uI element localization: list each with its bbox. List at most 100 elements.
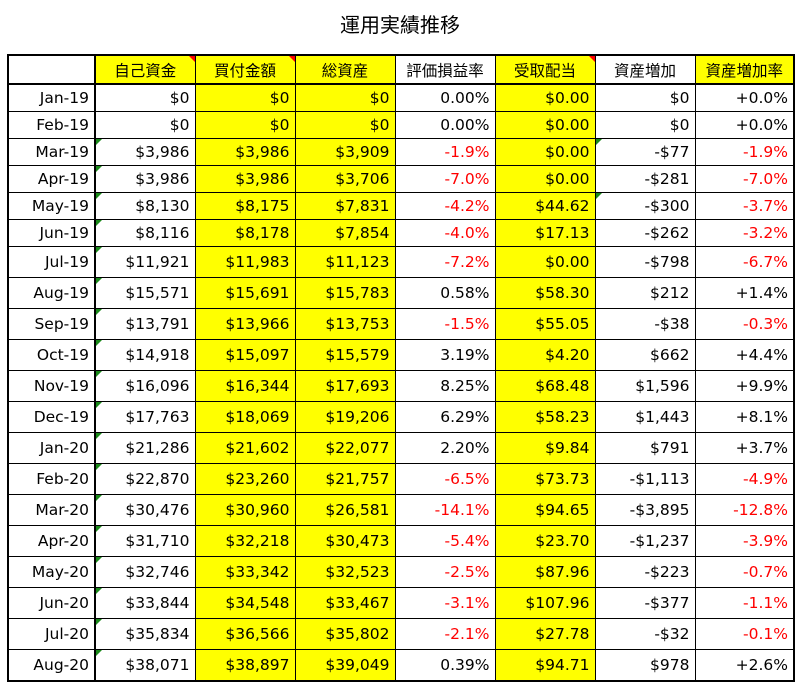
col-header-asset-increase-rate: 資産増加率	[694, 54, 795, 85]
table-row: Jul-20 $35,834 $36,566 $35,802 -2.1% $27.78 -$…	[7, 618, 795, 650]
asset-increase-rate-cell: -0.7%	[694, 556, 795, 588]
total-assets-cell: $7,831	[294, 192, 396, 220]
date-cell: Sep-19	[7, 308, 96, 340]
dividends-cell: $44.62	[494, 192, 596, 220]
date-cell: Jun-20	[7, 587, 96, 619]
valuation-rate-cell: -3.1%	[394, 587, 496, 619]
header-row: 自己資金 買付金額 総資産 評価損益率 受取配当 資産増加 資産増加率	[7, 54, 795, 85]
dividends-cell: $0.00	[494, 83, 596, 112]
valuation-rate-cell: -5.4%	[394, 525, 496, 557]
asset-increase-rate-cell: -3.7%	[694, 192, 795, 220]
valuation-rate-cell: -7.2%	[394, 246, 496, 278]
dividends-cell: $58.23	[494, 401, 596, 433]
purchase-amount-cell: $33,342	[194, 556, 296, 588]
asset-increase-cell: $1,443	[594, 401, 696, 433]
asset-increase-rate-cell: +9.9%	[694, 370, 795, 402]
total-assets-cell: $26,581	[294, 494, 396, 526]
table-row: Aug-19 $15,571 $15,691 $15,783 0.58% $58.30 $2…	[7, 277, 795, 309]
table-row: Dec-19 $17,763 $18,069 $19,206 6.29% $58.23 $1…	[7, 401, 795, 433]
purchase-amount-cell: $3,986	[194, 165, 296, 193]
valuation-rate-cell: 2.20%	[394, 432, 496, 464]
table-row: Jul-19 $11,921 $11,983 $11,123 -7.2% $0.00 -$7…	[7, 246, 795, 278]
col-header-purchase-amount: 買付金額	[194, 54, 296, 85]
own-funds-cell: $3,986	[94, 165, 196, 193]
total-assets-cell: $3,706	[294, 165, 396, 193]
total-assets-cell: $19,206	[294, 401, 396, 433]
table-row: Jun-19 $8,116 $8,178 $7,854 -4.0% $17.13 -$262…	[7, 219, 795, 247]
date-cell: Mar-19	[7, 138, 96, 166]
asset-increase-rate-cell: +0.0%	[694, 83, 795, 112]
asset-increase-cell: -$32	[594, 618, 696, 650]
valuation-rate-cell: 6.29%	[394, 401, 496, 433]
own-funds-cell: $30,476	[94, 494, 196, 526]
total-assets-cell: $3,909	[294, 138, 396, 166]
asset-increase-rate-cell: -3.9%	[694, 525, 795, 557]
date-cell: Aug-19	[7, 277, 96, 309]
asset-increase-cell: $0	[594, 83, 696, 112]
purchase-amount-cell: $15,691	[194, 277, 296, 309]
dividends-cell: $4.20	[494, 339, 596, 371]
date-cell: Feb-19	[7, 111, 96, 139]
total-assets-cell: $15,783	[294, 277, 396, 309]
asset-increase-rate-cell: +0.0%	[694, 111, 795, 139]
asset-increase-cell: -$300	[594, 192, 696, 220]
own-funds-cell: $14,918	[94, 339, 196, 371]
asset-increase-cell: -$281	[594, 165, 696, 193]
dividends-cell: $0.00	[494, 165, 596, 193]
valuation-rate-cell: -1.5%	[394, 308, 496, 340]
table-row: Aug-20 $38,071 $38,897 $39,049 0.39% $94.71 $9…	[7, 649, 795, 682]
valuation-rate-cell: 0.58%	[394, 277, 496, 309]
table-row: Apr-19 $3,986 $3,986 $3,706 -7.0% $0.00 -$281-…	[7, 165, 795, 193]
valuation-rate-cell: -2.5%	[394, 556, 496, 588]
own-funds-cell: $15,571	[94, 277, 196, 309]
total-assets-cell: $15,579	[294, 339, 396, 371]
dividends-cell: $9.84	[494, 432, 596, 464]
asset-increase-cell: -$798	[594, 246, 696, 278]
purchase-amount-cell: $15,097	[194, 339, 296, 371]
col-header-asset-increase: 資産増加	[594, 54, 696, 85]
table-row: Mar-20 $30,476 $30,960 $26,581 -14.1% $94.65-…	[7, 494, 795, 526]
date-cell: Jan-20	[7, 432, 96, 464]
asset-increase-cell: $0	[594, 111, 696, 139]
asset-increase-cell: $662	[594, 339, 696, 371]
asset-increase-cell: -$3,895	[594, 494, 696, 526]
total-assets-cell: $7,854	[294, 219, 396, 247]
table-row: Oct-19 $14,918 $15,097 $15,579 3.19% $4.20 $66…	[7, 339, 795, 371]
own-funds-cell: $21,286	[94, 432, 196, 464]
date-cell: May-20	[7, 556, 96, 588]
asset-increase-rate-cell: -4.9%	[694, 463, 795, 495]
purchase-amount-cell: $3,986	[194, 138, 296, 166]
total-assets-cell: $30,473	[294, 525, 396, 557]
date-cell: Nov-19	[7, 370, 96, 402]
dividends-cell: $58.30	[494, 277, 596, 309]
total-assets-cell: $0	[294, 111, 396, 139]
dividends-cell: $0.00	[494, 111, 596, 139]
col-header-own-funds: 自己資金	[94, 54, 196, 85]
date-cell: Apr-20	[7, 525, 96, 557]
own-funds-cell: $11,921	[94, 246, 196, 278]
asset-increase-rate-cell: -3.2%	[694, 219, 795, 247]
purchase-amount-cell: $34,548	[194, 587, 296, 619]
date-cell: Jun-19	[7, 219, 96, 247]
table-row: Sep-19 $13,791 $13,966 $13,753 -1.5% $55.05 -$…	[7, 308, 795, 340]
own-funds-cell: $32,746	[94, 556, 196, 588]
total-assets-cell: $0	[294, 83, 396, 112]
asset-increase-cell: $212	[594, 277, 696, 309]
date-cell: Feb-20	[7, 463, 96, 495]
date-cell: Dec-19	[7, 401, 96, 433]
dividends-cell: $87.96	[494, 556, 596, 588]
date-cell: May-19	[7, 192, 96, 220]
valuation-rate-cell: -2.1%	[394, 618, 496, 650]
table-row: Jan-20 $21,286 $21,602 $22,077 2.20% $9.84 $79…	[7, 432, 795, 464]
dividends-cell: $73.73	[494, 463, 596, 495]
total-assets-cell: $39,049	[294, 649, 396, 682]
own-funds-cell: $8,116	[94, 219, 196, 247]
purchase-amount-cell: $18,069	[194, 401, 296, 433]
purchase-amount-cell: $32,218	[194, 525, 296, 557]
purchase-amount-cell: $23,260	[194, 463, 296, 495]
table-row: Feb-20 $22,870 $23,260 $21,757 -6.5% $73.73 -$…	[7, 463, 795, 495]
dividends-cell: $94.65	[494, 494, 596, 526]
page-title: 運用実績推移	[340, 13, 460, 37]
col-header-dividends: 受取配当	[494, 54, 596, 85]
table-row: Jan-19 $0 $0 $0 0.00% $0.00 $0 +0.0%	[7, 83, 795, 112]
